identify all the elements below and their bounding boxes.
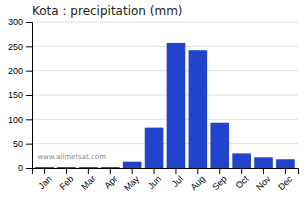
y-tick-label: 50 [13, 139, 23, 149]
x-tick-label: Nov [254, 173, 273, 192]
y-tick: 300 [8, 17, 32, 27]
bar [101, 167, 120, 168]
x-tick-label: Jun [146, 174, 163, 191]
y-axis: 0 50 100 150 200 250 300 [8, 17, 33, 173]
watermark: www.allmetsat.com [37, 153, 106, 161]
x-tick-label: Sep [210, 174, 228, 192]
x-tick: Feb [57, 168, 75, 192]
bar [189, 50, 208, 168]
grid-line [32, 119, 298, 120]
y-tick-label: 200 [8, 66, 23, 76]
bar [123, 162, 142, 168]
grid-line [32, 95, 298, 96]
x-tick: Mar [79, 168, 97, 192]
x-tick-mark [285, 168, 286, 174]
y-tick-mark [26, 22, 32, 23]
grid-line [32, 46, 298, 47]
x-tick-mark [197, 168, 198, 174]
x-tick-label: Mar [79, 174, 97, 192]
bar [79, 167, 98, 168]
x-tick-mark [154, 168, 155, 174]
grid [32, 22, 298, 168]
bar [167, 43, 186, 168]
x-tick-label: Feb [57, 174, 75, 192]
bar [276, 159, 295, 168]
x-tick-label: Jul [170, 174, 185, 189]
x-tick-mark [219, 168, 220, 174]
grid-line [32, 143, 298, 144]
y-axis-line [26, 23, 33, 169]
x-tick: Jul [170, 168, 185, 189]
x-tick-label: Aug [188, 174, 206, 192]
y-tick: 50 [13, 139, 32, 149]
x-tick-label: Jan [36, 174, 53, 191]
x-tick: Apr [102, 168, 119, 191]
bars [35, 43, 294, 168]
x-tick-label: Dec [276, 173, 295, 192]
x-tick-mark [263, 168, 264, 174]
bar [232, 153, 251, 168]
x-tick: Dec [276, 168, 295, 192]
y-tick: 200 [8, 66, 32, 76]
x-tick-mark [110, 168, 111, 174]
y-tick-mark [26, 144, 32, 145]
bar [57, 167, 76, 168]
y-tick: 150 [8, 90, 32, 100]
bar [254, 157, 273, 168]
x-tick: Oct [234, 168, 251, 191]
x-tick: Jun [146, 168, 163, 191]
x-tick-mark [44, 168, 45, 174]
x-tick-label: Oct [234, 173, 251, 190]
x-tick: Jan [36, 168, 53, 191]
y-tick-label: 150 [8, 90, 23, 100]
y-tick-mark [26, 71, 32, 72]
y-tick: 100 [8, 115, 32, 125]
x-tick-mark [175, 168, 176, 174]
y-tick-mark [26, 168, 32, 169]
y-tick-mark [26, 95, 32, 96]
y-tick-label: 250 [8, 42, 23, 52]
chart: 0 50 100 150 200 250 300 JanFebMar AprMay Jun JulA… [0, 0, 306, 200]
y-tick-label: 100 [8, 115, 23, 125]
grid-line [32, 70, 298, 71]
x-tick-mark [66, 168, 67, 174]
x-tick-label: May [122, 173, 141, 192]
x-tick: Nov [254, 168, 273, 192]
title: Kota : precipitation (mm) [32, 4, 183, 18]
y-tick-mark [26, 119, 32, 120]
y-tick: 250 [8, 42, 32, 52]
x-tick: Sep [210, 168, 228, 192]
y-tick-mark [26, 46, 32, 47]
x-tick-mark [241, 168, 242, 174]
x-axis-line [33, 169, 299, 175]
x-tick-mark [132, 168, 133, 174]
x-tick: May [122, 168, 141, 193]
x-tick-label: Apr [102, 174, 119, 191]
bar [145, 128, 164, 168]
bar [35, 167, 54, 168]
y-tick-label: 300 [8, 17, 23, 27]
plot: 0 50 100 150 200 250 300 JanFebMar AprMay Jun JulA… [8, 17, 299, 193]
y-tick: 0 [18, 163, 32, 173]
x-tick-mark [88, 168, 89, 174]
bar [210, 123, 229, 168]
y-tick-label: 0 [18, 163, 23, 173]
x-axis: JanFebMar AprMay Jun JulAugSep OctNovDec [33, 168, 299, 193]
x-tick: Aug [188, 168, 206, 192]
grid-line [32, 22, 298, 23]
